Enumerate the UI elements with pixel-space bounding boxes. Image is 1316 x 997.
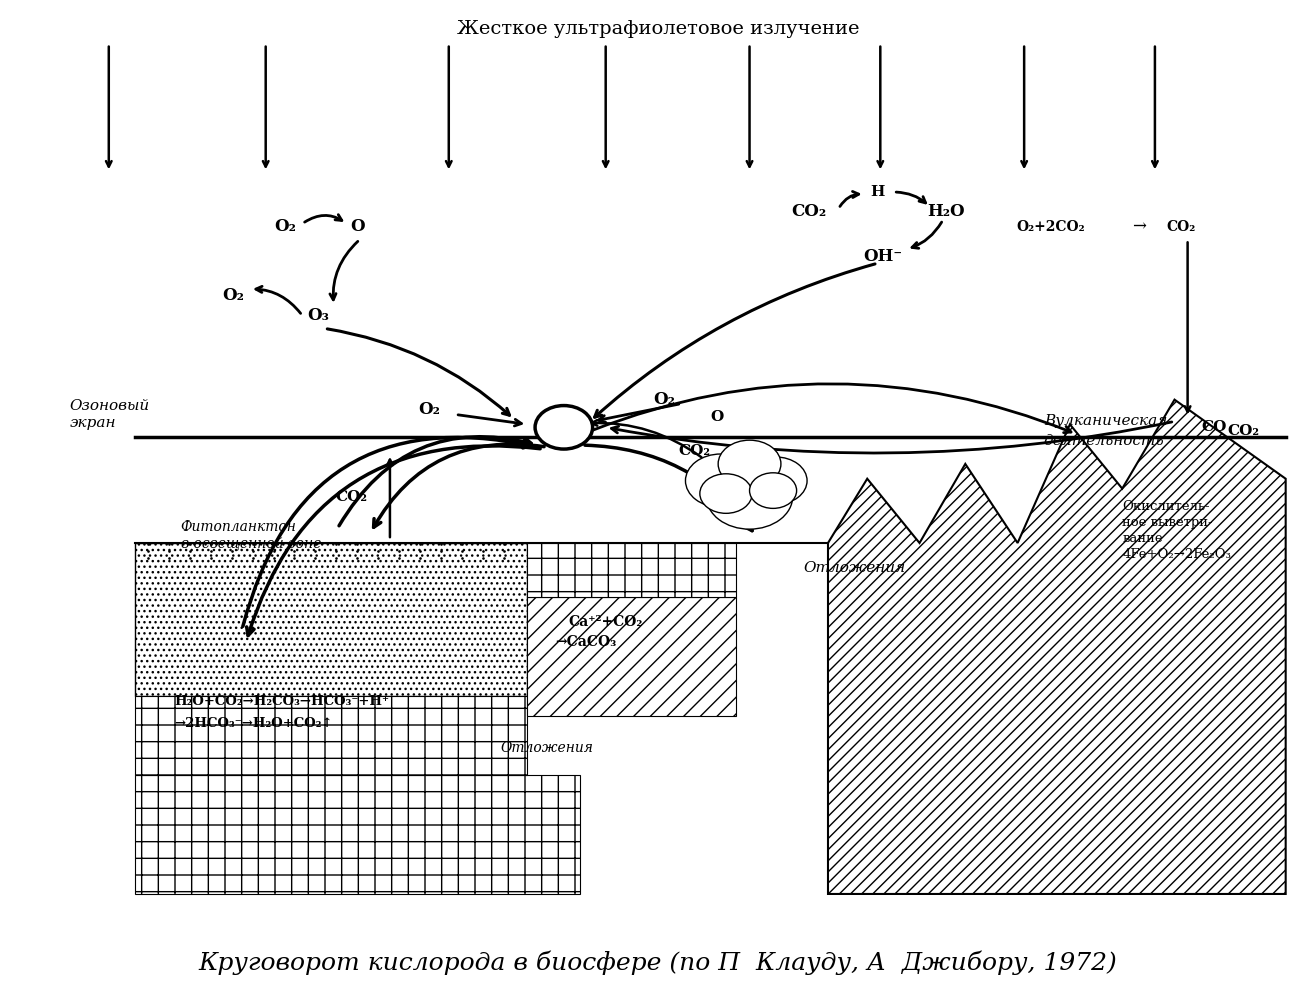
Circle shape (745, 457, 807, 504)
Text: Окислитель-: Окислитель- (1123, 499, 1209, 512)
Text: Озоновый
экран: Озоновый экран (70, 400, 150, 430)
Polygon shape (528, 597, 737, 716)
Text: O₂: O₂ (222, 287, 243, 304)
Text: CO₂: CO₂ (1166, 219, 1196, 233)
Circle shape (686, 454, 757, 507)
Polygon shape (136, 696, 528, 776)
Text: Ca⁺²+CO₂: Ca⁺²+CO₂ (569, 615, 644, 629)
Text: O₂: O₂ (553, 419, 575, 436)
Text: вание: вание (1123, 531, 1163, 544)
Text: O₂: O₂ (654, 391, 675, 408)
Text: Отложения: Отложения (803, 560, 905, 574)
Text: H₂O+CO₂→H₂CO₃→HCO₃⁻+H⁺: H₂O+CO₂→H₂CO₃→HCO₃⁻+H⁺ (174, 695, 390, 708)
Circle shape (707, 464, 792, 529)
Text: O₃: O₃ (307, 307, 329, 324)
Text: Вулканическая: Вулканическая (1044, 415, 1167, 429)
Text: H: H (870, 185, 884, 199)
Circle shape (536, 406, 592, 449)
Text: O: O (350, 218, 365, 235)
Text: →: → (1132, 218, 1146, 235)
Text: OH⁻: OH⁻ (863, 248, 903, 265)
Circle shape (700, 474, 753, 513)
Text: →CaCO₃: →CaCO₃ (555, 635, 617, 649)
Text: CO₂: CO₂ (1228, 425, 1259, 439)
Circle shape (750, 473, 796, 508)
Text: ное выветри-: ное выветри- (1123, 515, 1213, 528)
Polygon shape (136, 543, 528, 696)
Text: CO: CO (1202, 421, 1227, 435)
Polygon shape (528, 543, 737, 597)
Circle shape (719, 440, 780, 488)
Text: CO₂: CO₂ (336, 490, 367, 503)
Polygon shape (136, 776, 579, 894)
Text: H₂O: H₂O (926, 203, 965, 220)
Text: CO₂: CO₂ (679, 444, 711, 458)
Polygon shape (828, 400, 1286, 894)
Text: 4Fe+O₂→2Fe₂O₃: 4Fe+O₂→2Fe₂O₃ (1123, 548, 1230, 561)
Text: →2HCO₃⁻→H₂O+CO₂↑: →2HCO₃⁻→H₂O+CO₂↑ (174, 718, 333, 731)
Text: Фитопланктон
в освещенной зоне: Фитопланктон в освещенной зоне (180, 520, 321, 550)
Text: Отложения: Отложения (500, 741, 594, 755)
Text: O₂+2CO₂: O₂+2CO₂ (1016, 219, 1084, 233)
Text: CO₂: CO₂ (791, 203, 826, 220)
Text: деятельность: деятельность (1044, 434, 1165, 449)
Text: O₂: O₂ (418, 401, 440, 418)
Text: Жесткое ультрафиолетовое излучение: Жесткое ультрафиолетовое излучение (457, 20, 859, 38)
Text: O₂: O₂ (274, 218, 296, 235)
Text: Круговорот кислорода в биосфере (по П  Клауду, А  Джибору, 1972): Круговорот кислорода в биосфере (по П Кл… (199, 951, 1117, 975)
Text: O: O (711, 411, 724, 425)
